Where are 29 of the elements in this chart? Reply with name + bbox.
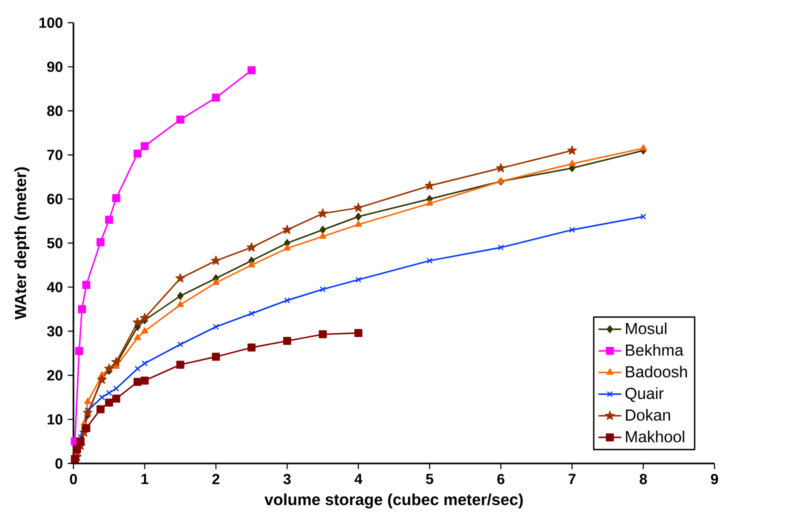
y-axis-title: WAter depth (meter) — [14, 168, 30, 320]
y-tick-label: 60 — [47, 194, 62, 204]
legend-label: Dokan — [626, 409, 670, 421]
y-tick-label: 70 — [47, 150, 62, 160]
x-tick-label: 9 — [710, 474, 718, 484]
legend-label: Quair — [625, 388, 664, 402]
x-tick-label: 1 — [142, 474, 148, 484]
x-tick-label: 3 — [283, 474, 291, 485]
y-tick-label: 100 — [39, 18, 62, 28]
y-tick-label: 10 — [48, 414, 62, 425]
y-tick-label: 80 — [47, 106, 62, 116]
x-tick-label: 5 — [426, 474, 434, 484]
x-tick-label: 7 — [568, 474, 576, 484]
x-tick-label: 0 — [70, 474, 77, 484]
x-tick-label: 4 — [354, 474, 362, 484]
y-tick-label: 90 — [47, 62, 62, 72]
legend-label: Mosul — [626, 322, 666, 334]
y-tick-label: 30 — [47, 326, 62, 337]
x-tick-label: 2 — [212, 474, 220, 484]
legend-label: Bekhma — [626, 344, 684, 356]
y-tick-label: 20 — [47, 370, 62, 381]
x-tick-label: 6 — [497, 474, 504, 484]
x-tick-label: 8 — [640, 474, 647, 484]
legend-label: Makhool — [626, 430, 684, 443]
legend-label: Badoosh — [626, 366, 687, 378]
x-axis-title: volume storage (cubec meter/sec) — [264, 494, 523, 509]
y-tick-label: 0 — [55, 458, 62, 469]
y-tick-label: 40 — [46, 282, 62, 293]
y-tick-label: 50 — [47, 238, 62, 248]
